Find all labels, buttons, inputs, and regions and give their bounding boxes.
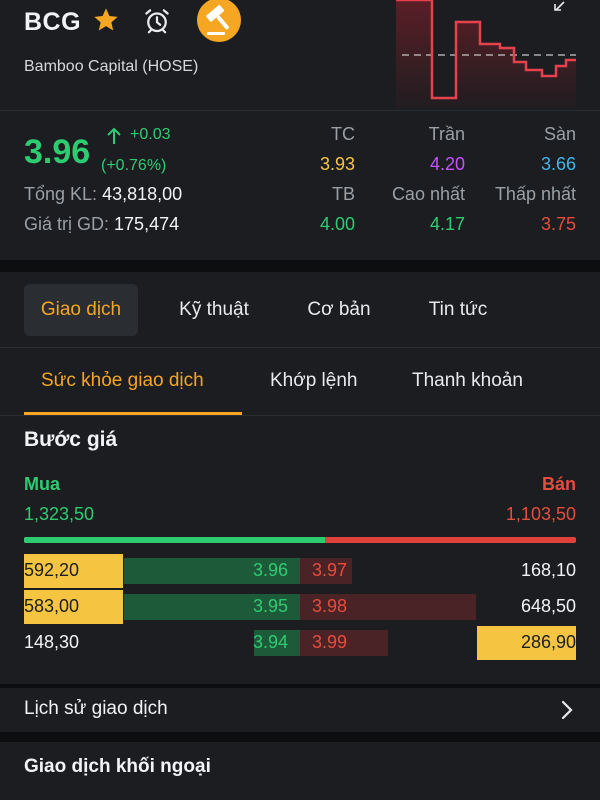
active-subtab-indicator <box>24 412 242 415</box>
subtab-liquidity[interactable]: Thanh khoản <box>412 370 523 391</box>
high-label: Cao nhất <box>391 184 465 204</box>
sell-volume: 286,90 <box>520 632 576 652</box>
buy-volume: 148,30 <box>24 632 80 652</box>
star-icon[interactable] <box>92 6 120 34</box>
high-price: 4.17 <box>429 214 465 234</box>
sell-label: Bán <box>541 474 576 494</box>
sell-depth-bar <box>300 594 476 620</box>
ceiling-label: Trần <box>428 124 465 144</box>
buy-price: 3.95 <box>252 596 288 616</box>
sell-price: 3.98 <box>312 596 348 616</box>
floor-price: 3.66 <box>540 154 576 174</box>
sell-volume: 168,10 <box>520 560 576 580</box>
sell-price: 3.97 <box>312 560 348 580</box>
alarm-clock-icon[interactable] <box>142 6 172 36</box>
low-label: Thấp nhất <box>494 184 576 204</box>
buy-volume: 592,20 <box>24 560 80 580</box>
buy-volume: 583,00 <box>24 596 80 616</box>
tab-fundamental[interactable]: Cơ bản <box>307 299 371 320</box>
sell-volume: 648,50 <box>520 596 576 616</box>
buy-depth-bar <box>124 594 300 620</box>
order-book-row: 148,30 3.94 3.99 286,90 <box>24 626 576 660</box>
buy-volume-highlight <box>24 590 123 624</box>
buy-ratio-fill <box>24 537 325 543</box>
section-divider <box>0 260 600 272</box>
section-divider <box>0 732 600 742</box>
ticker-symbol: BCG <box>24 8 82 36</box>
ref-label: TC <box>331 124 355 144</box>
main-tabs: Giao dịch Kỹ thuật Cơ bản Tin tức <box>0 272 600 348</box>
trade-value-line: Giá trị GD: 175,474 <box>24 214 179 235</box>
buy-total: 1,323,50 <box>24 504 95 524</box>
buy-depth-bar <box>124 558 300 584</box>
last-price: 3.96 <box>24 133 91 171</box>
foreign-trading-section: Giao dịch khối ngoại <box>0 742 600 800</box>
order-book-row: 592,20 3.96 3.97 168,10 <box>24 554 576 588</box>
avg-label: TB <box>331 184 355 204</box>
buy-price: 3.96 <box>252 560 288 580</box>
trade-history-label: Lịch sử giao dịch <box>24 698 168 719</box>
auction-gavel-icon[interactable] <box>195 0 243 44</box>
tab-technical[interactable]: Kỹ thuật <box>179 299 249 320</box>
total-volume-line: Tổng KL: 43,818,00 <box>24 184 182 205</box>
sell-depth-bar <box>300 630 388 656</box>
stock-header: BCG Bamboo Capital (HOSE) <box>0 0 600 110</box>
sell-depth-bar <box>300 558 352 584</box>
buy-sell-ratio-bar <box>24 537 576 543</box>
foreign-trading-title: Giao dịch khối ngoại <box>24 756 211 777</box>
ceiling-price: 4.20 <box>429 154 465 174</box>
price-change-percent: (+0.76%) <box>101 157 167 174</box>
subtab-matched-orders[interactable]: Khớp lệnh <box>270 370 358 391</box>
trade-history-link[interactable]: Lịch sử giao dịch <box>0 688 600 732</box>
chevron-right-icon <box>561 700 573 720</box>
order-book: Bước giá Mua Bán 1,323,50 1,103,50 592,2… <box>0 416 600 684</box>
avg-price: 4.00 <box>319 214 355 234</box>
sell-volume-highlight <box>477 626 576 660</box>
low-price: 3.75 <box>540 214 576 234</box>
section-divider <box>0 684 600 688</box>
company-name: Bamboo Capital (HOSE) <box>24 58 199 75</box>
buy-price: 3.94 <box>252 632 288 652</box>
tab-news[interactable]: Tin tức <box>428 299 488 320</box>
sell-total: 1,103,50 <box>505 504 576 524</box>
subtab-trading-health[interactable]: Sức khỏe giao dịch <box>41 370 204 391</box>
quote-panel: 3.96 +0.03 (+0.76%) Tổng KL: 43,818,00 G… <box>0 110 600 260</box>
sell-price: 3.99 <box>312 632 348 652</box>
total-volume-value: 43,818,00 <box>102 184 183 204</box>
buy-label: Mua <box>24 474 60 494</box>
sub-tabs: Sức khỏe giao dịch Khớp lệnh Thanh khoản <box>0 348 600 416</box>
ref-price: 3.93 <box>319 154 355 174</box>
collapse-icon[interactable] <box>550 0 568 14</box>
trade-value-label: Giá trị GD: <box>24 214 110 234</box>
price-change: +0.03 <box>130 126 171 143</box>
floor-label: Sàn <box>543 124 576 144</box>
trade-value-value: 175,474 <box>114 214 180 234</box>
buy-depth-bar <box>254 630 300 656</box>
intraday-sparkline[interactable] <box>396 0 582 108</box>
arrow-up-icon <box>107 127 121 144</box>
tab-trading[interactable]: Giao dịch <box>24 284 138 336</box>
order-book-title: Bước giá <box>24 428 118 451</box>
buy-volume-highlight <box>24 554 123 588</box>
order-book-row: 583,00 3.95 3.98 648,50 <box>24 590 576 624</box>
total-volume-label: Tổng KL: <box>24 184 98 204</box>
